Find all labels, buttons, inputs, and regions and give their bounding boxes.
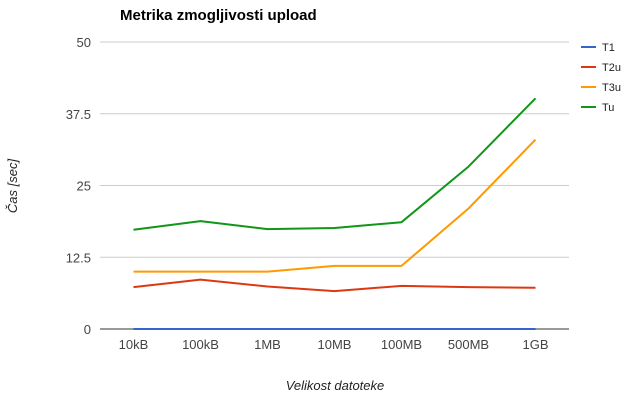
y-tick-label: 50 bbox=[77, 35, 91, 50]
x-axis-title: Velikost datoteke bbox=[286, 378, 385, 393]
legend-label-t1: T1 bbox=[602, 42, 615, 54]
x-tick-label: 10MB bbox=[318, 337, 352, 352]
y-tick-label: 25 bbox=[77, 179, 91, 194]
x-axis-ticks: 10kB 100kB 1MB 10MB 100MB 500MB 1GB bbox=[119, 337, 549, 352]
legend-label-t2u: T2u bbox=[602, 62, 621, 74]
x-tick-label: 100MB bbox=[381, 337, 422, 352]
legend-label-t3u: T3u bbox=[602, 82, 621, 94]
series-line-tu bbox=[133, 97, 537, 231]
series-line-t3u bbox=[133, 138, 537, 273]
series-line-t2u bbox=[133, 278, 536, 293]
x-tick-label: 10kB bbox=[119, 337, 149, 352]
gridlines bbox=[100, 41, 569, 330]
x-tick-label: 100kB bbox=[182, 337, 219, 352]
series-lines bbox=[133, 97, 537, 330]
y-tick-label: 37.5 bbox=[66, 107, 91, 122]
x-tick-label: 1MB bbox=[254, 337, 281, 352]
y-tick-label: 12.5 bbox=[66, 250, 91, 265]
legend: T1 T2u T3u Tu bbox=[581, 42, 621, 114]
chart-title: Metrika zmogljivosti upload bbox=[120, 7, 317, 24]
y-tick-label: 0 bbox=[84, 322, 91, 337]
y-axis-ticks: 0 12.5 25 37.5 50 bbox=[66, 35, 91, 337]
x-tick-label: 1GB bbox=[522, 337, 548, 352]
y-axis-title: Čas [sec] bbox=[5, 159, 20, 214]
legend-label-tu: Tu bbox=[602, 102, 614, 114]
x-tick-label: 500MB bbox=[448, 337, 489, 352]
